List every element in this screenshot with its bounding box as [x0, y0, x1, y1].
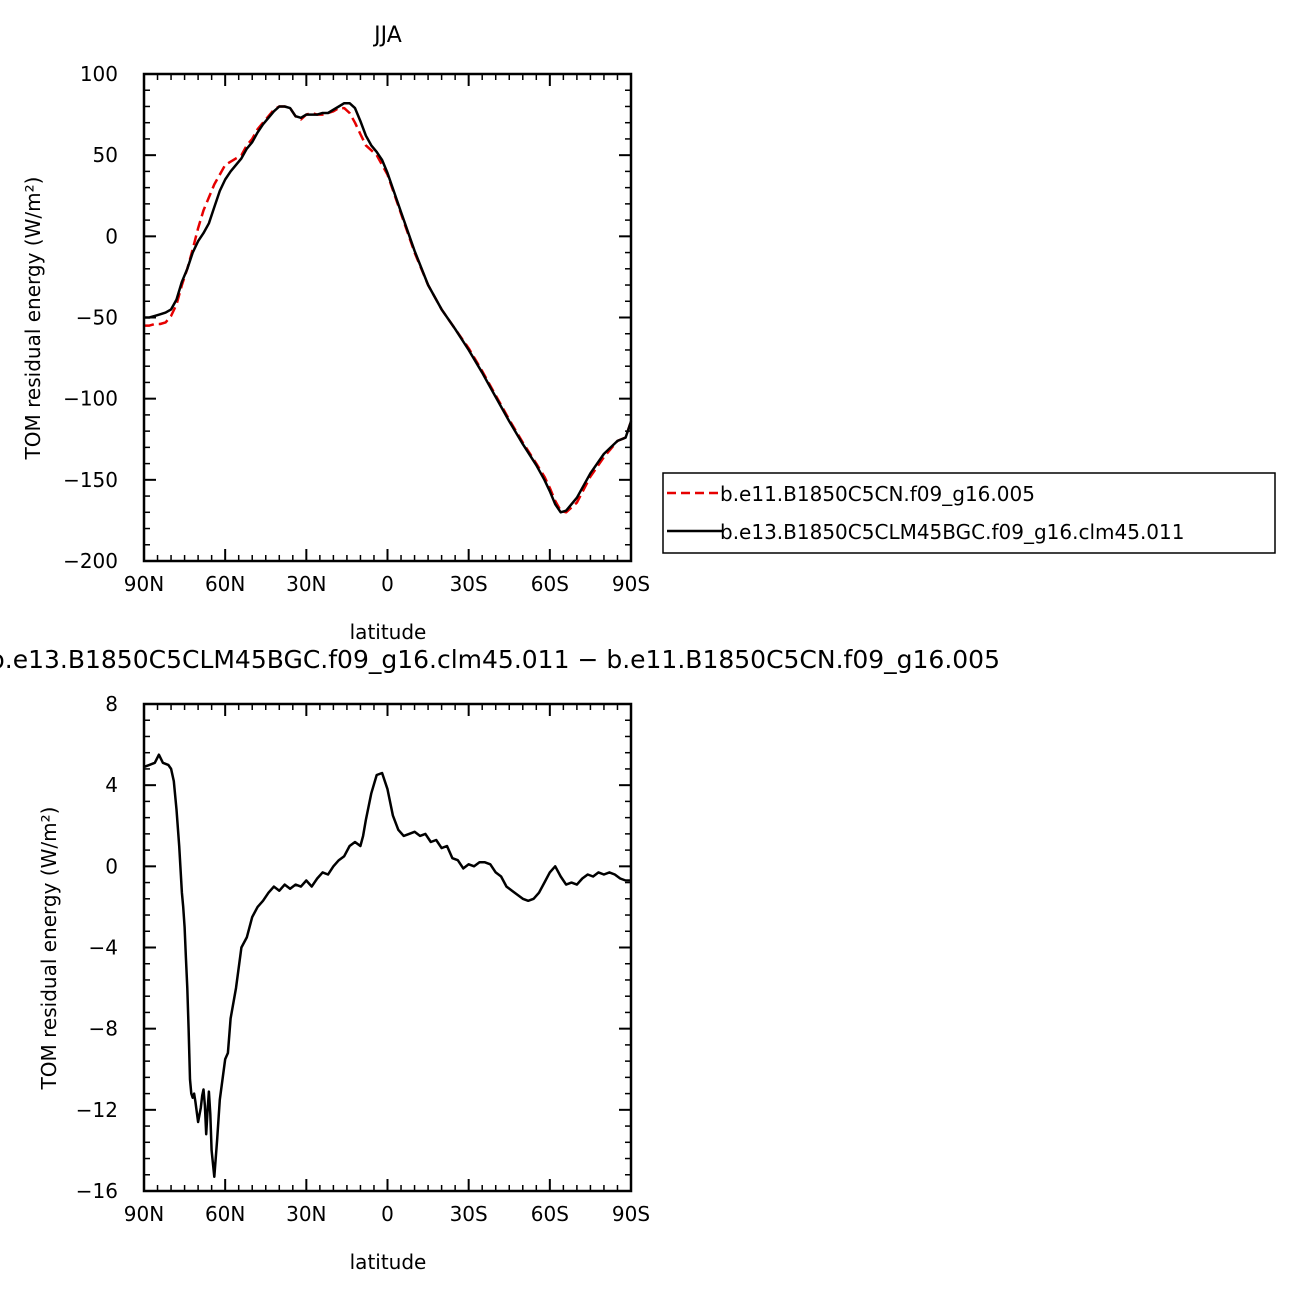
bottom-series-group [143, 753, 631, 1179]
top-y-axis-label: TOM residual energy (W/m²) [21, 177, 45, 461]
y-tick-label: 8 [105, 692, 118, 716]
y-tick-label: −16 [76, 1179, 118, 1203]
y-tick-label: −12 [76, 1098, 118, 1122]
legend: b.e11.B1850C5CN.f09_g16.005 b.e13.B1850C… [662, 472, 1276, 554]
x-tick-label: 90N [124, 572, 164, 596]
top-ticks-group: 90N 60N 30N 0 30S 60S 90S 100 50 0 −50 −100 −150 −200 [63, 62, 650, 596]
y-tick-label: −50 [76, 306, 118, 330]
top-x-axis-label: latitude [350, 620, 427, 644]
top-panel: JJA 90N 60N 30N 0 30S 60S 90S 100 50 0 −50 −100 −150… [21, 23, 650, 644]
x-tick-label: 0 [381, 1202, 394, 1226]
x-tick-label: 90S [612, 1202, 650, 1226]
x-tick-label: 90N [124, 1202, 164, 1226]
y-tick-label: −200 [63, 549, 118, 573]
y-tick-label: −4 [89, 936, 118, 960]
series-line-0-0 [144, 105, 633, 514]
series-line-1-0 [143, 753, 631, 1179]
x-tick-label: 30S [450, 572, 488, 596]
y-tick-label: 0 [105, 854, 118, 878]
y-tick-label: 50 [93, 143, 118, 167]
top-chart-title: JJA [372, 23, 402, 48]
series-line-0-1 [144, 101, 633, 514]
x-tick-label: 60S [531, 572, 569, 596]
bottom-x-axis-label: latitude [350, 1250, 427, 1274]
bottom-plot-frame [142, 702, 633, 1193]
x-tick-label: 30N [286, 572, 326, 596]
y-tick-label: −8 [89, 1017, 118, 1041]
y-tick-label: 4 [105, 773, 118, 797]
top-plot-frame [142, 72, 633, 563]
x-tick-label: 30N [286, 1202, 326, 1226]
x-tick-label: 90S [612, 572, 650, 596]
legend-box [662, 472, 1276, 554]
x-tick-label: 0 [381, 572, 394, 596]
y-tick-label: −100 [63, 387, 118, 411]
x-tick-label: 60N [205, 1202, 245, 1226]
bottom-panel: b.e13.B1850C5CLM45BGC.f09_g16.clm45.011 … [0, 645, 1000, 1274]
x-tick-label: 60N [205, 572, 245, 596]
bottom-chart-title: b.e13.B1850C5CLM45BGC.f09_g16.clm45.011 … [0, 645, 1000, 674]
bottom-ticks-group: 90N 60N 30N 0 30S 60S 90S 8 4 0 −4 −8 −12 −16 [76, 692, 650, 1226]
y-tick-label: 100 [80, 62, 118, 86]
legend-label-1: b.e11.B1850C5CN.f09_g16.005 [720, 482, 1035, 506]
x-tick-label: 60S [531, 1202, 569, 1226]
y-tick-label: 0 [105, 224, 118, 248]
x-tick-label: 30S [450, 1202, 488, 1226]
bottom-y-axis-label: TOM residual energy (W/m²) [37, 807, 61, 1091]
top-series-group [144, 101, 633, 514]
legend-label-2: b.e13.B1850C5CLM45BGC.f09_g16.clm45.011 [720, 520, 1184, 544]
y-tick-label: −150 [63, 468, 118, 492]
